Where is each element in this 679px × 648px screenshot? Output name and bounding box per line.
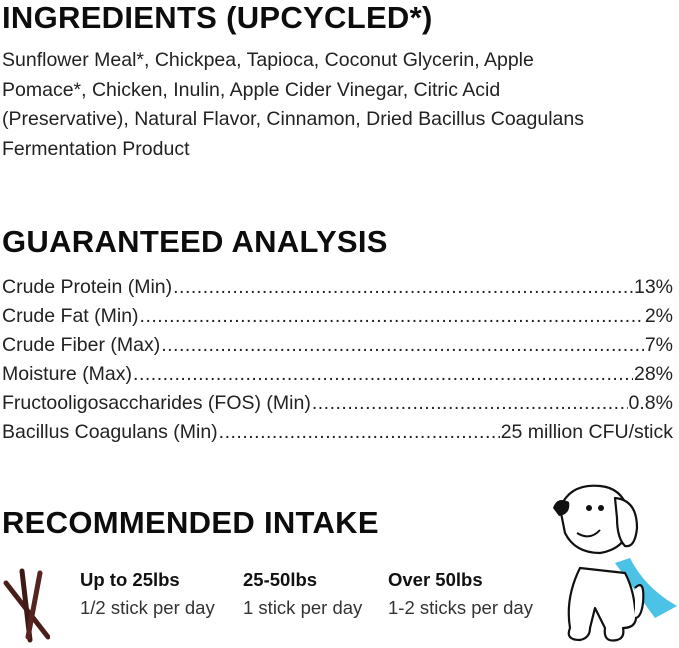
analysis-row: Bacillus Coagulans (Min) 25 million CFU/s… (2, 418, 673, 447)
analysis-label: Crude Fiber (Max) (2, 334, 161, 356)
analysis-label: Crude Protein (Min) (2, 276, 173, 298)
ingredients-heading: INGREDIENTS (UPCYCLED*) (2, 0, 433, 35)
intake-weight: Up to 25lbs (80, 569, 180, 590)
dot-leader (312, 389, 628, 418)
analysis-row: Crude Fat (Min) 2% (2, 302, 673, 331)
dot-leader (140, 302, 644, 331)
intake-heading: RECOMMENDED INTAKE (2, 505, 379, 540)
chew-sticks-icon (3, 568, 50, 643)
intake-amount: 1/2 stick per day (80, 597, 215, 618)
analysis-row: Crude Protein (Min) 13% (2, 273, 673, 302)
analysis-label: Moisture (Max) (2, 363, 133, 385)
intake-column: Up to 25lbs 1/2 stick per day (80, 566, 215, 622)
dot-leader (161, 331, 644, 360)
dog-mascot-icon (553, 484, 677, 642)
analysis-heading: GUARANTEED ANALYSIS (2, 224, 388, 259)
analysis-value: 0.8% (628, 392, 673, 414)
intake-weight: 25-50lbs (243, 569, 318, 590)
analysis-label: Crude Fat (Min) (2, 305, 139, 327)
dot-leader (219, 418, 500, 447)
analysis-table: Crude Protein (Min) 13% Crude Fat (Min) 2%… (2, 273, 673, 447)
ingredients-text: Sunflower Meal*, Chickpea, Tapioca, Coco… (2, 49, 584, 160)
analysis-label: Fructooligosaccharides (FOS) (Min) (2, 392, 311, 414)
analysis-row: Moisture (Max) 28% (2, 360, 673, 389)
intake-column: Over 50lbs 1-2 sticks per day (388, 566, 533, 622)
analysis-row: Crude Fiber (Max) 7% (2, 331, 673, 360)
intake-amount: 1 stick per day (243, 597, 363, 618)
analysis-value: 13% (633, 276, 673, 298)
intake-column: 25-50lbs 1 stick per day (243, 566, 362, 622)
analysis-value: 25 million CFU/stick (500, 421, 673, 443)
analysis-label: Bacillus Coagulans (Min) (2, 421, 218, 443)
intake-amount: 1-2 sticks per day (388, 597, 533, 618)
analysis-value: 28% (633, 363, 673, 385)
analysis-value: 2% (644, 305, 673, 327)
dot-leader (173, 273, 633, 302)
dot-leader (133, 360, 633, 389)
intake-weight: Over 50lbs (388, 569, 483, 590)
analysis-row: Fructooligosaccharides (FOS) (Min) 0.8% (2, 389, 673, 418)
analysis-value: 7% (644, 334, 673, 356)
